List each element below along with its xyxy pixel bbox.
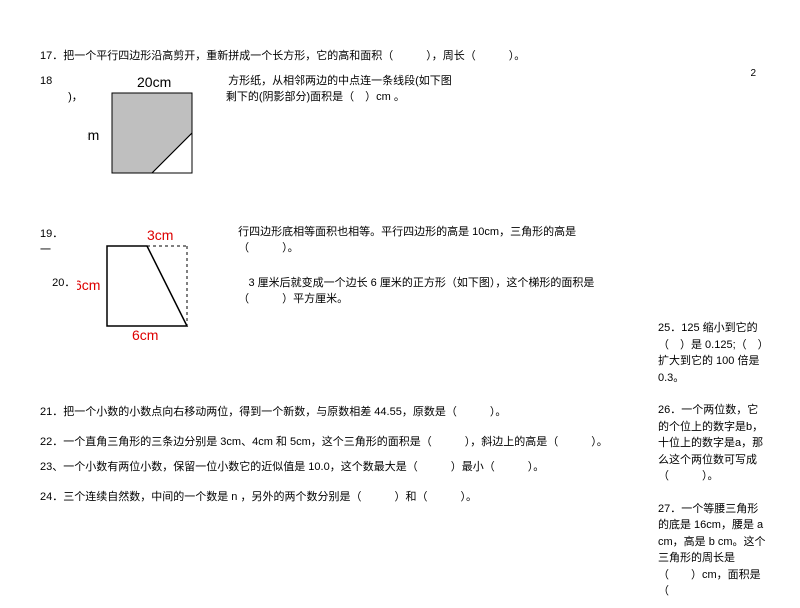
shaded-polygon	[112, 93, 192, 173]
q18-num: 18	[40, 73, 60, 90]
trap-svg: 3cm 6cm 6cm	[77, 228, 227, 343]
q19-20-block: 19．一 3cm 6cm 6cm 行四边形底相等面积也相等。平行四边形的高是 1…	[40, 226, 640, 354]
q26: 26．一个两位数，它的个位上的数字是b，十位上的数字是a，那么这个两位数可写成（…	[658, 402, 768, 485]
q18-block: 18 20cm 20cm 方形纸，从相邻两边的中点连一条线段(如下图 )， 剩下…	[40, 73, 640, 196]
q21: 21．把一个小数的小数点向右移动两位，得到一个新数，与原数相差 44.55，原数…	[40, 404, 640, 421]
q24: 24．三个连续自然数，中间的一个数是 n ，另外的两个数分别是（ ）和（ ）。	[40, 489, 640, 506]
right-column: 25．125 缩小到它的（ ）是 0.125;（ ）扩大到它的 100 倍是 0…	[658, 320, 768, 608]
trap-outline	[107, 246, 187, 326]
q23: 23、一个小数有两位小数，保留一位小数它的近似值是 10.0，这个数最大是（ ）…	[40, 459, 640, 476]
label-20cm-left: 20cm	[87, 127, 99, 143]
q22: 22．一个直角三角形的三条边分别是 3cm、4cm 和 5cm，这个三角形的面积…	[40, 434, 640, 451]
label-6cm-bottom: 6cm	[132, 327, 158, 343]
q18-text: 方形纸，从相邻两边的中点连一条线段(如下图 )， 剩下的(阴影部分)面积是（ ）…	[228, 73, 528, 106]
page-number: 2	[750, 68, 756, 79]
square-figure: 20cm 20cm	[87, 75, 217, 188]
square-svg: 20cm 20cm	[87, 75, 217, 185]
q27: 27．一个等腰三角形的底是 16cm，腰是 a cm，高是 b cm。这个三角形…	[658, 501, 768, 600]
q17: 17．把一个平行四边形沿高剪开，重新拼成一个长方形，它的高和面积（ ），周长（ …	[40, 48, 640, 65]
q19-20-text: 行四边形底相等面积也相等。平行四边形的高是 10cm，三角形的高是（ ）。 20…	[238, 224, 628, 308]
q19-num: 19．一	[40, 226, 74, 259]
q19-row: 19．一 3cm 6cm 6cm 行四边形底相等面积也相等。平行四边形的高是 1…	[40, 226, 640, 354]
label-6cm-left: 6cm	[77, 277, 100, 293]
label-20cm-top: 20cm	[137, 75, 171, 90]
main-column: 17．把一个平行四边形沿高剪开，重新拼成一个长方形，它的高和面积（ ），周长（ …	[40, 48, 640, 514]
label-3cm: 3cm	[147, 228, 173, 243]
q25: 25．125 缩小到它的（ ）是 0.125;（ ）扩大到它的 100 倍是 0…	[658, 320, 768, 386]
q20-num: 20．	[52, 277, 75, 289]
trapezoid-figure: 3cm 6cm 6cm	[77, 228, 227, 346]
